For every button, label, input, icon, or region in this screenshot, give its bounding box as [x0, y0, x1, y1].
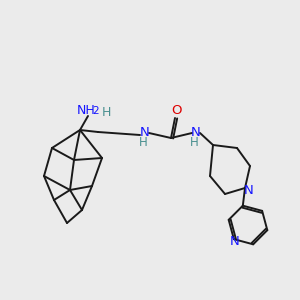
Text: O: O [172, 104, 182, 118]
Text: H: H [139, 136, 147, 149]
Text: N: N [244, 184, 254, 196]
Text: N: N [140, 127, 150, 140]
Text: N: N [191, 127, 201, 140]
Text: NH: NH [76, 104, 95, 118]
Text: H: H [101, 106, 111, 119]
Text: N: N [230, 235, 240, 248]
Text: H: H [190, 136, 198, 149]
Text: 2: 2 [93, 106, 99, 116]
